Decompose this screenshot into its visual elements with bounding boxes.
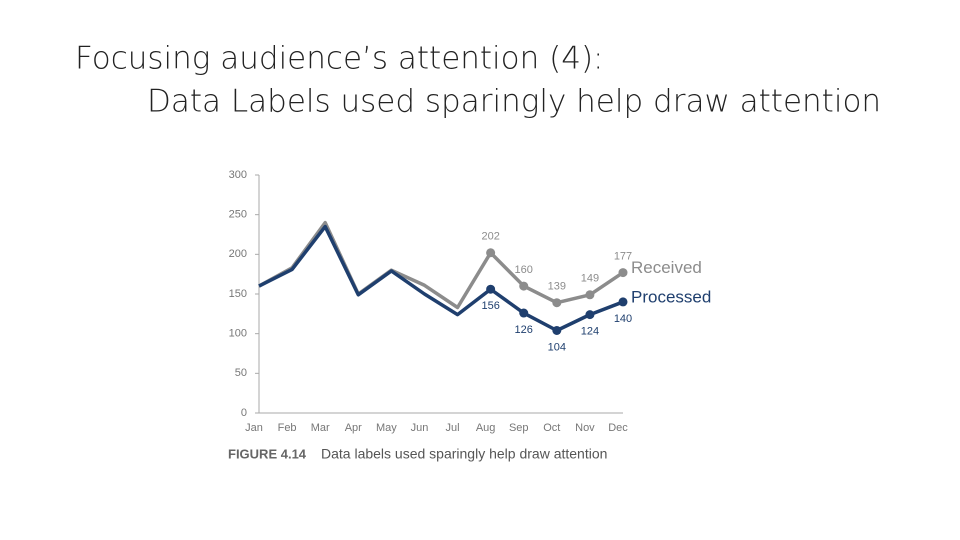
series-line xyxy=(258,224,624,333)
figure-caption: Data labels used sparingly help draw att… xyxy=(321,446,607,462)
y-tick-label: 300 xyxy=(229,169,247,181)
y-tick-label: 0 xyxy=(241,407,247,419)
data-label: 177 xyxy=(614,250,632,262)
x-tick-label: Aug xyxy=(476,422,496,434)
x-tick-label: Nov xyxy=(575,422,595,434)
x-tick-label: Jun xyxy=(411,422,429,434)
data-label: 160 xyxy=(515,264,533,276)
legend-label: Processed xyxy=(631,287,711,306)
data-label: 139 xyxy=(548,281,566,293)
data-point xyxy=(552,325,562,335)
data-point xyxy=(486,248,496,258)
data-label: 156 xyxy=(481,300,499,312)
data-point xyxy=(519,281,529,291)
data-point xyxy=(585,290,595,300)
y-tick-label: 50 xyxy=(235,367,247,379)
x-tick-label: Oct xyxy=(543,422,560,434)
data-label: 202 xyxy=(481,231,499,243)
slide-title: Focusing audience’s attention (4): xyxy=(75,41,604,77)
x-tick-label: Apr xyxy=(345,422,362,434)
data-point xyxy=(585,310,595,320)
data-label: 140 xyxy=(614,313,632,325)
data-point xyxy=(618,297,628,307)
data-label: 126 xyxy=(515,324,533,336)
series-line xyxy=(258,220,624,310)
x-tick-label: May xyxy=(376,422,397,434)
x-tick-label: Mar xyxy=(311,422,330,434)
y-tick-label: 150 xyxy=(229,288,247,300)
data-point xyxy=(519,308,529,318)
y-tick-label: 250 xyxy=(229,209,247,221)
x-tick-label: Sep xyxy=(509,422,529,434)
x-tick-label: Dec xyxy=(608,422,628,434)
x-tick-label: Feb xyxy=(278,422,297,434)
figure-label: FIGURE 4.14 xyxy=(228,446,307,461)
y-tick-label: 100 xyxy=(229,328,247,340)
x-tick-label: Jan xyxy=(245,422,263,434)
y-tick-label: 200 xyxy=(229,248,247,260)
data-point xyxy=(618,268,628,278)
legend-label: Received xyxy=(631,258,702,277)
data-label: 124 xyxy=(581,326,599,338)
data-point xyxy=(552,298,562,308)
x-tick-label: Jul xyxy=(446,422,460,434)
data-label: 149 xyxy=(581,273,599,285)
data-label: 104 xyxy=(548,341,566,353)
data-point xyxy=(486,284,496,294)
slide-subtitle: Data Labels used sparingly help draw att… xyxy=(147,84,881,120)
